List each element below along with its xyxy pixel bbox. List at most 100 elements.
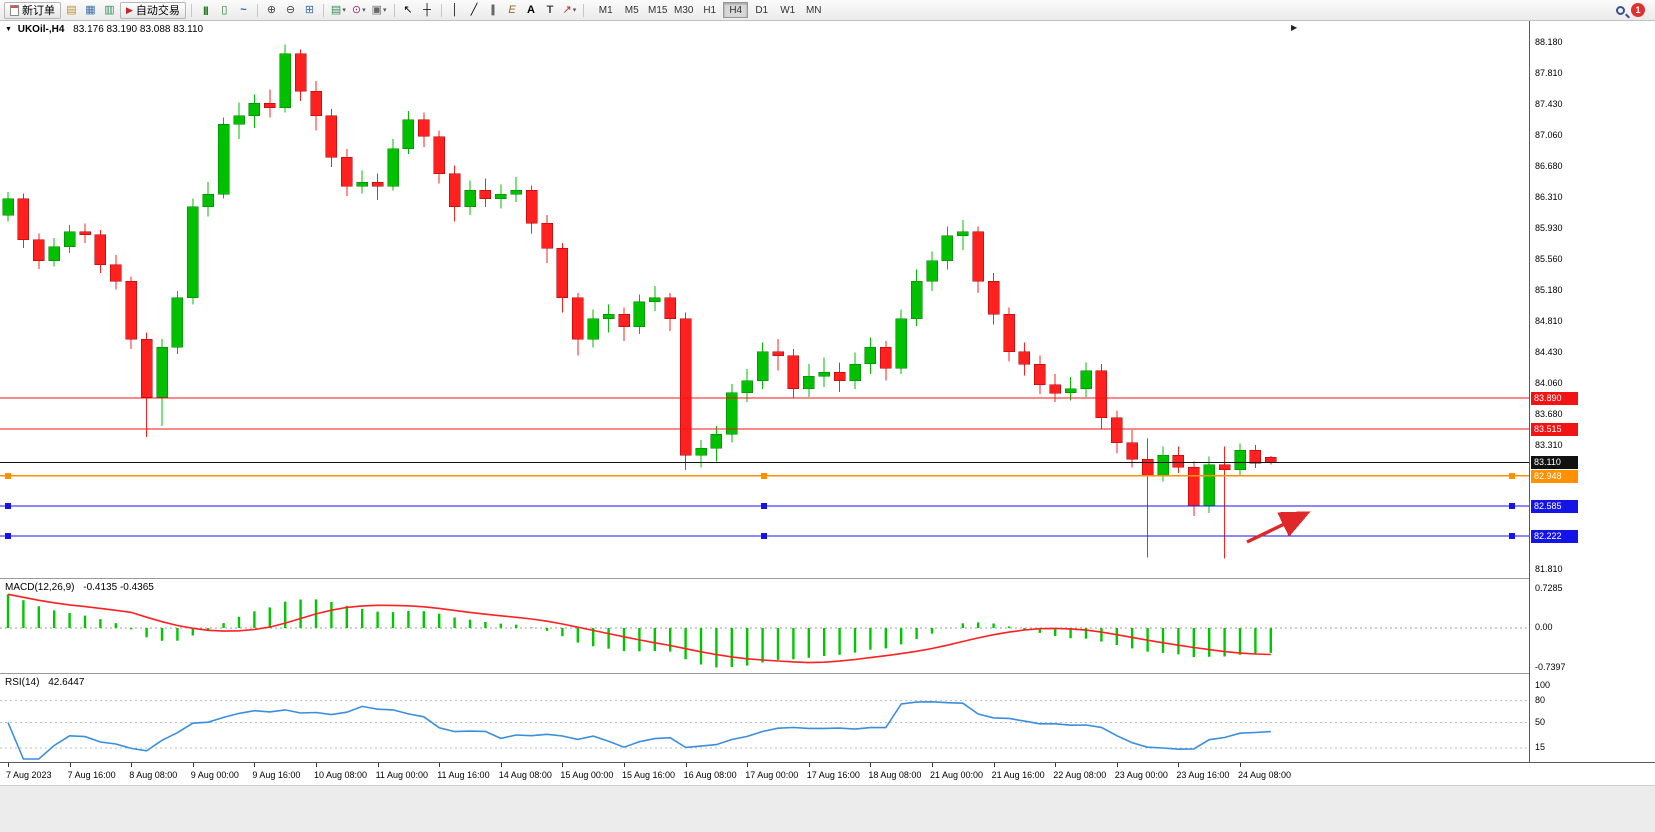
cursor-icon: ↖ <box>403 3 413 16</box>
macd-indicator-pane[interactable] <box>0 579 1529 673</box>
price-tag: 82.222 <box>1531 529 1578 543</box>
price-axis-label: 83.310 <box>1535 439 1563 450</box>
market-watch-icon: ▥ <box>104 3 115 16</box>
timeframe-button-h4[interactable]: H4 <box>723 2 749 18</box>
timeframe-button-m5[interactable]: M5 <box>619 2 644 18</box>
time-tick <box>439 763 441 767</box>
pane-separator[interactable] <box>0 673 1655 674</box>
zoom-in-button[interactable]: ⊕ <box>263 2 280 19</box>
period-clock-button[interactable]: ⊙ ▾ <box>350 2 368 19</box>
price-axis-label: 86.310 <box>1535 191 1563 202</box>
price-axis-label: 88.180 <box>1535 37 1563 47</box>
channel-icon: ∥ <box>490 3 496 16</box>
zoom-out-button[interactable]: ⊖ <box>282 2 299 19</box>
price-axis-label: 85.930 <box>1535 223 1563 234</box>
rsi-name: RSI(14) <box>5 677 40 688</box>
cursor-button[interactable]: ↖ <box>400 2 417 19</box>
fibonacci-button[interactable]: E <box>504 2 521 19</box>
bar-chart-icon: ||| <box>203 4 208 15</box>
new-chart-dropdown-caret[interactable]: ▾ <box>342 7 346 14</box>
tile-windows-button[interactable]: ⊞ <box>301 2 318 19</box>
timeframe-button-m1[interactable]: M1 <box>593 2 618 18</box>
chart-window-button[interactable]: ▤ <box>63 2 80 19</box>
text-tool-button[interactable]: A <box>523 2 540 19</box>
price-axis-label: 87.060 <box>1535 129 1563 140</box>
timeframe-button-m15[interactable]: M15 <box>645 2 670 18</box>
price-axis-label: 83.680 <box>1535 409 1563 420</box>
price-tag: 83.110 <box>1531 456 1578 470</box>
auto-trading-button[interactable]: ▶ 自动交易 <box>120 1 186 19</box>
pane-separator[interactable] <box>0 578 1655 579</box>
price-axis-label: 81.810 <box>1535 563 1563 574</box>
time-label: 17 Aug 16:00 <box>806 770 860 780</box>
new-order-button[interactable]: 新订单 <box>4 1 61 19</box>
rsi-indicator-pane[interactable] <box>0 674 1529 762</box>
time-label: 8 Aug 08:00 <box>129 770 178 780</box>
snapshot-dropdown-caret[interactable]: ▾ <box>382 7 387 14</box>
new-chart-button[interactable]: ▤ ▾ <box>329 2 348 19</box>
snapshot-button[interactable]: ▣ ▾ <box>370 2 389 19</box>
time-tick <box>377 763 379 767</box>
bar-chart-button[interactable]: ||| <box>197 2 214 19</box>
clock-icon: ⊙ <box>351 3 362 16</box>
rsi-scale-label: 50 <box>1535 716 1546 727</box>
arrows-tool-button[interactable]: ↗ ▾ <box>561 2 579 19</box>
candle-chart-button[interactable]: ▯ <box>216 2 233 19</box>
price-axis-label: 84.430 <box>1535 347 1563 358</box>
time-label: 21 Aug 00:00 <box>930 770 984 780</box>
time-label: 9 Aug 16:00 <box>252 770 301 780</box>
snapshot-icon: ▣ <box>371 3 382 16</box>
market-watch-button[interactable]: ▥ <box>101 2 118 19</box>
macd-scale-label: 0.00 <box>1535 622 1553 632</box>
channel-button[interactable]: ∥ <box>485 2 502 19</box>
toolbar-separator <box>440 3 442 17</box>
timeframe-button-h1[interactable]: H1 <box>697 2 722 18</box>
macd-scale-label: 0.7285 <box>1535 582 1563 593</box>
one-click-trading-toggle-icon[interactable]: ▼ <box>5 26 12 33</box>
timeframe-button-mn[interactable]: MN <box>801 2 826 18</box>
zoom-out-icon: ⊖ <box>285 3 296 16</box>
price-tag: 83.515 <box>1531 422 1578 436</box>
time-label: 16 Aug 08:00 <box>683 770 737 780</box>
time-tick <box>1116 763 1118 767</box>
rsi-label: RSI(14) 42.6447 <box>5 677 84 688</box>
line-chart-button[interactable]: ~ <box>235 2 252 19</box>
time-label: 18 Aug 08:00 <box>868 770 922 780</box>
price-axis[interactable]: 88.180 87.810 87.430 87.060 86.680 86.310 85.9… <box>1529 21 1655 762</box>
main-toolbar: 新订单 ▤ ▦ ▥ ▶ 自动交易 ||| ▯ ~ ⊕ ⊖ ⊞ ▤ ▾ ⊙ ▾ ▣… <box>0 0 1655 21</box>
time-tick <box>993 763 995 767</box>
clock-dropdown-caret[interactable]: ▾ <box>362 7 366 14</box>
ohlc-values: 83.176 83.190 83.088 83.110 <box>73 24 204 35</box>
price-chart[interactable] <box>0 21 1529 578</box>
status-strip <box>0 785 1655 832</box>
time-label: 7 Aug 2023 <box>6 770 52 780</box>
search-icon[interactable] <box>1616 5 1625 15</box>
time-tick <box>747 763 749 767</box>
timeframe-button-m30[interactable]: M30 <box>671 2 696 18</box>
toolbar-separator <box>190 3 192 17</box>
time-label: 11 Aug 00:00 <box>375 770 428 780</box>
vertical-line-button[interactable]: │ <box>447 2 464 19</box>
time-label: 24 Aug 08:00 <box>1238 770 1292 780</box>
price-axis-label: 87.430 <box>1535 99 1563 110</box>
fibonacci-icon: E <box>508 3 516 16</box>
toolbar-separator <box>256 3 258 17</box>
crosshair-button[interactable]: ┼ <box>419 2 436 19</box>
trendline-button[interactable]: ╱ <box>466 2 483 19</box>
time-label: 14 Aug 08:00 <box>498 770 552 780</box>
notification-badge[interactable]: 1 <box>1631 3 1645 17</box>
time-label: 7 Aug 16:00 <box>67 770 116 780</box>
time-label: 23 Aug 00:00 <box>1114 770 1168 780</box>
toolbar-separator <box>583 3 585 17</box>
profiles-icon: ▦ <box>85 3 96 16</box>
label-tool-button[interactable]: T <box>542 2 559 19</box>
chart-window-icon: ▤ <box>66 3 77 16</box>
time-tick <box>932 763 933 767</box>
time-axis[interactable]: 7 Aug 2023 7 Aug 16:00 8 Aug 08:00 9 Aug 00… <box>0 762 1655 785</box>
profiles-button[interactable]: ▦ <box>82 2 99 19</box>
timeframe-button-d1[interactable]: D1 <box>749 2 774 18</box>
timeframe-button-w1[interactable]: W1 <box>775 2 800 18</box>
time-tick <box>254 763 256 767</box>
time-tick <box>624 763 625 767</box>
arrows-dropdown-caret[interactable]: ▾ <box>572 7 577 14</box>
